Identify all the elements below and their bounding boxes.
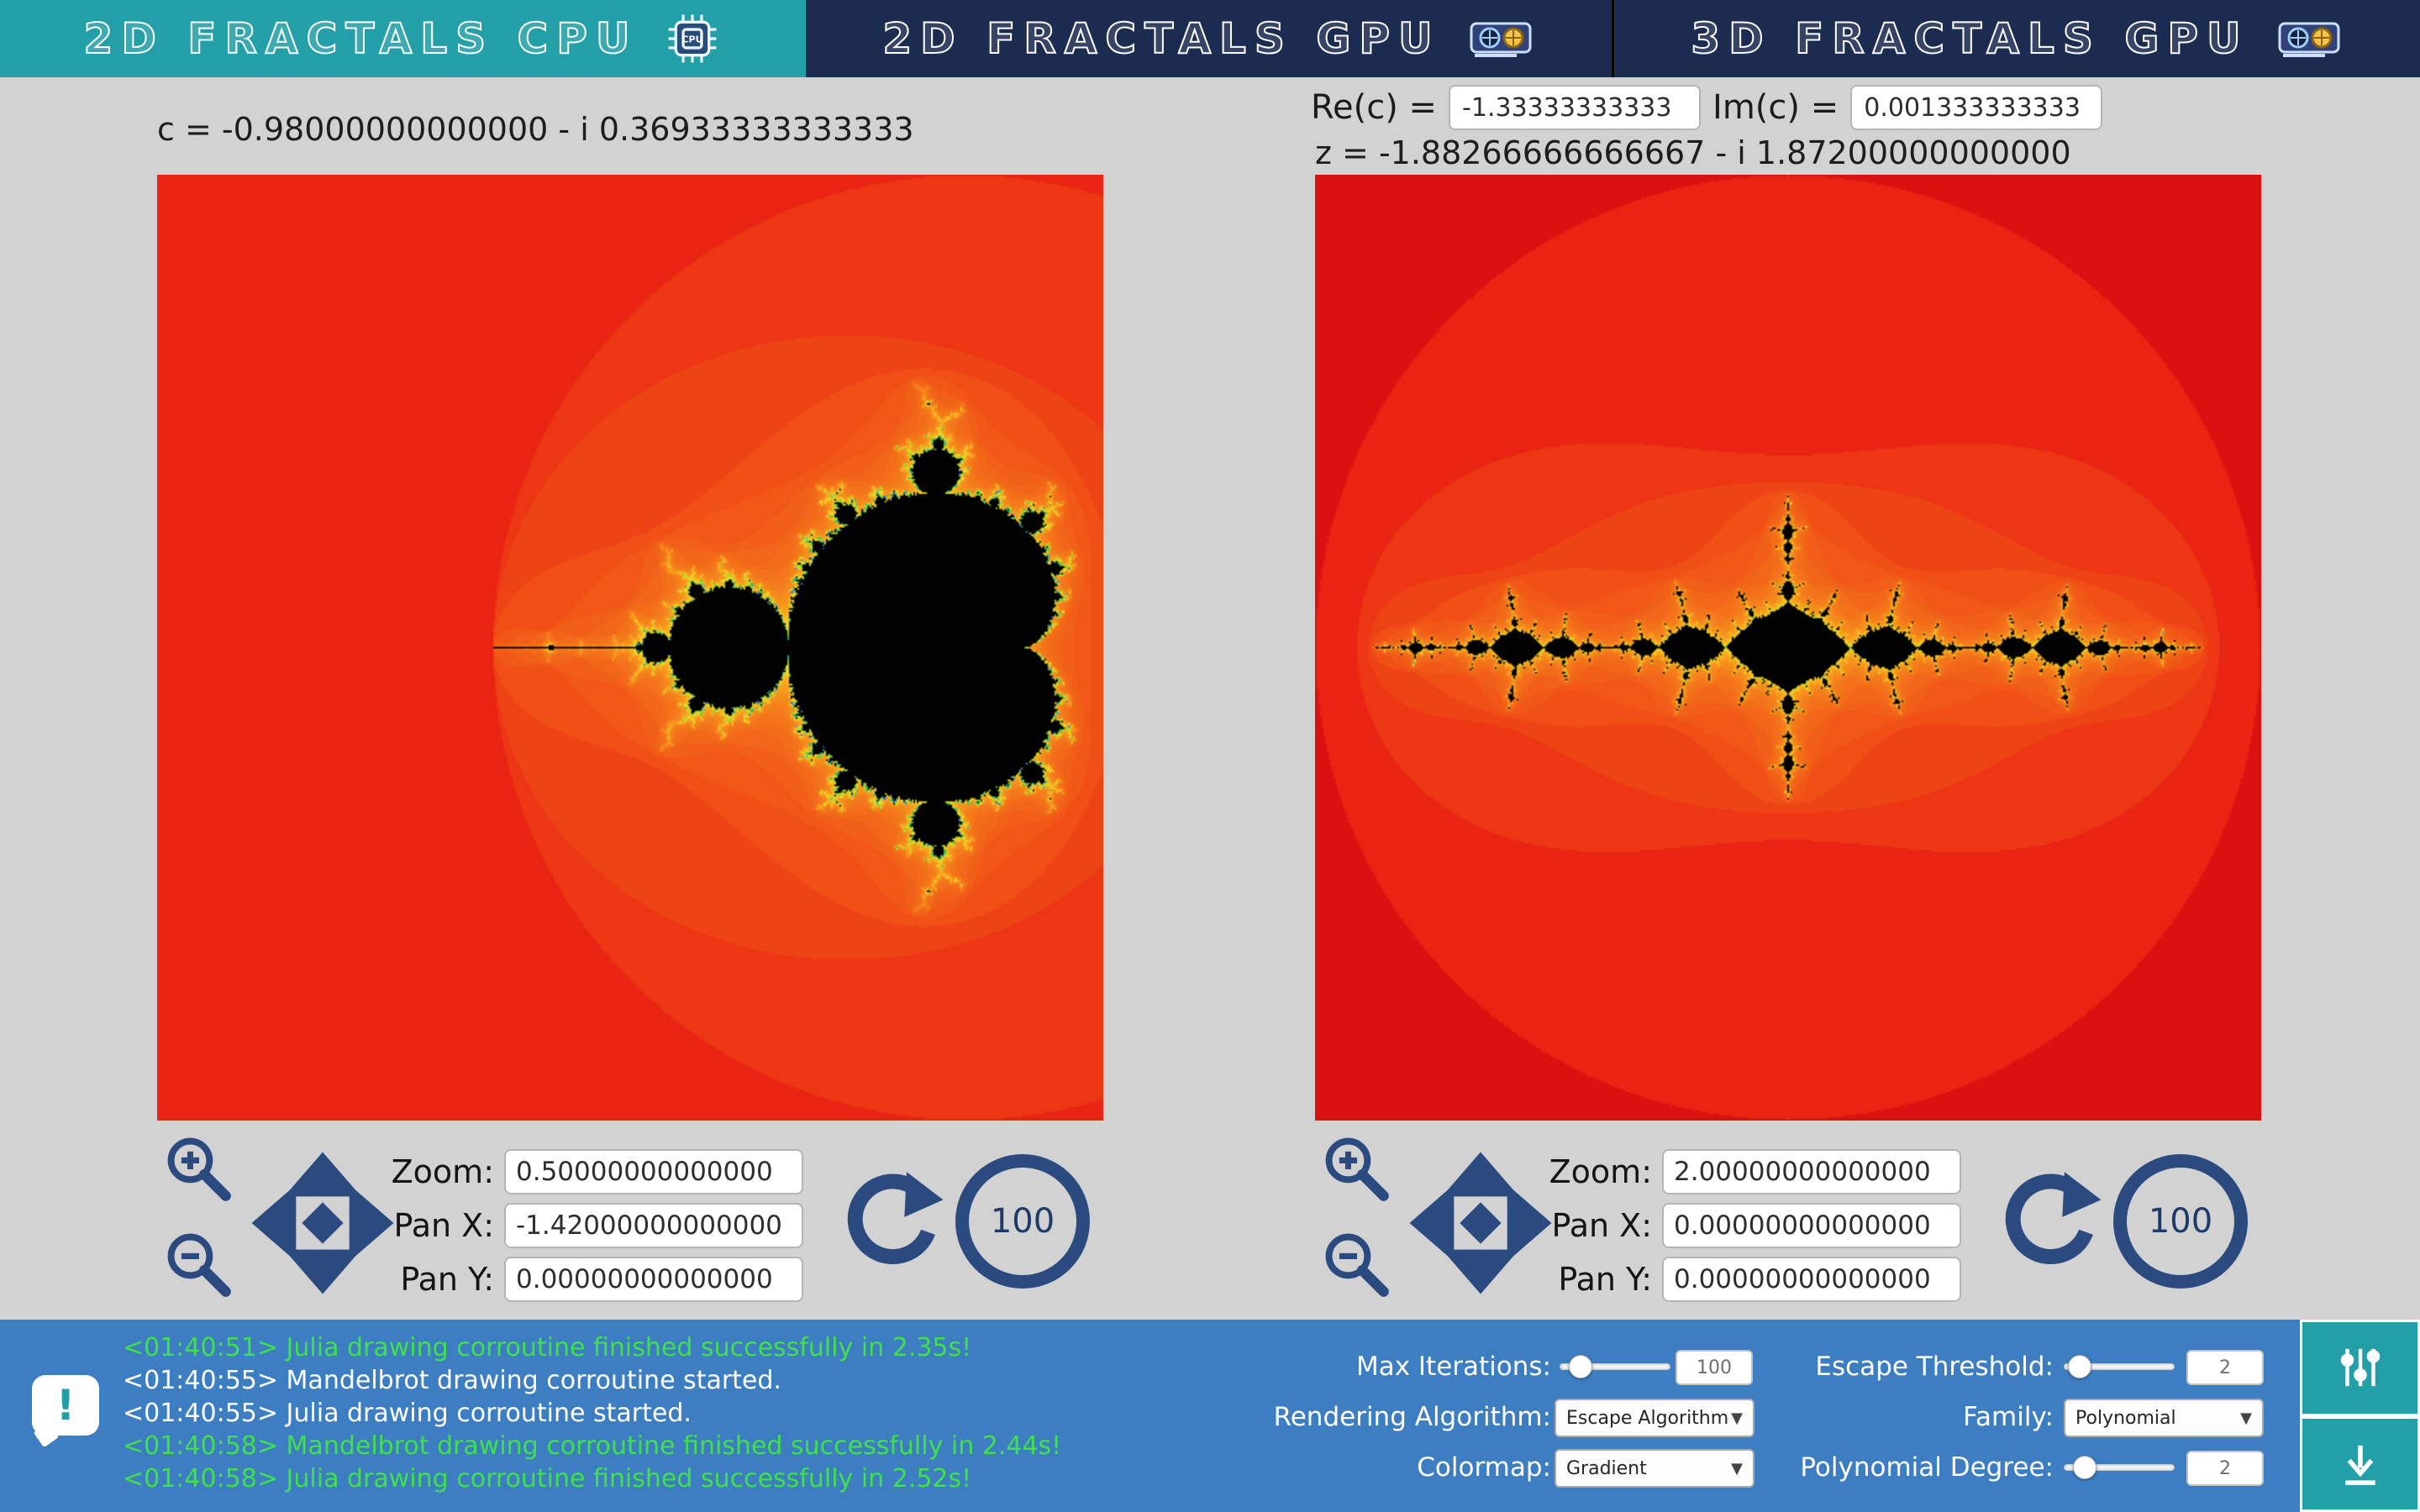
c-parameter-row: Re(c) = Im(c) = [1311, 84, 2103, 131]
im-c-input[interactable] [1850, 85, 2103, 130]
pan-x-row: Pan X: [336, 1203, 803, 1248]
pan-dpad-icon[interactable] [249, 1149, 397, 1297]
progress-value: 100 [2148, 1202, 2213, 1241]
console-log: <01:40:51> Julia drawing corroutine fini… [123, 1331, 1061, 1495]
settings-sliders-button[interactable] [2300, 1320, 2420, 1416]
cpu-icon: CPU [663, 9, 722, 68]
pan-y-input[interactable] [1662, 1257, 1961, 1302]
slider-thumb[interactable] [2072, 1456, 2096, 1479]
max-iterations-input[interactable] [1676, 1350, 1753, 1385]
tool-panel [2300, 1320, 2420, 1512]
tab-label: 2D FRACTALS CPU [83, 13, 639, 64]
pan-x-row: Pan X: [1494, 1203, 1961, 1248]
gpu-icon [2275, 15, 2344, 62]
log-line: <01:40:58> Mandelbrot drawing corroutine… [123, 1431, 1062, 1461]
z-coordinate-readout: z = -1.88266666666667 - i 1.872000000000… [1315, 134, 2071, 171]
polynomial-degree-label: Polynomial Degree: [1800, 1452, 2054, 1483]
tab-label: 3D FRACTALS GPU [1690, 13, 2249, 64]
pan-x-input[interactable] [504, 1203, 803, 1248]
selected-option: Escape Algorithm [1566, 1407, 1729, 1429]
im-c-label: Im(c) = [1712, 88, 1839, 127]
escape-threshold-input[interactable] [2186, 1350, 2264, 1385]
polynomial-degree-input[interactable] [2186, 1451, 2264, 1486]
tab-2d-fractals-gpu[interactable]: 2D FRACTALS GPU [806, 0, 1612, 77]
tab-divider [1612, 0, 1614, 77]
pan-dpad-icon[interactable] [1407, 1149, 1555, 1297]
rendering-algorithm-label: Rendering Algorithm: [1273, 1402, 1551, 1432]
zoom-label: Zoom: [1549, 1153, 1652, 1190]
slider-track [2064, 1464, 2175, 1471]
chevron-down-icon: ▼ [1731, 1409, 1743, 1427]
left-panel-controls: Zoom: Pan X: Pan Y: 100 [157, 1131, 1098, 1315]
zoom-label: Zoom: [391, 1153, 494, 1190]
zoom-out-icon[interactable] [162, 1228, 236, 1302]
progress-ring: 100 [955, 1154, 1090, 1289]
zoom-input[interactable] [1662, 1149, 1961, 1194]
pan-y-input[interactable] [504, 1257, 803, 1302]
re-c-input[interactable] [1449, 85, 1702, 130]
tab-bar: 2D FRACTALS CPU CPU 2D FRACTALS GPU [0, 0, 2420, 77]
log-line: <01:40:58> Julia drawing corroutine fini… [123, 1464, 972, 1494]
max-iterations-label: Max Iterations: [1355, 1352, 1551, 1382]
download-icon [2344, 1445, 2375, 1485]
slider-track [2064, 1363, 2175, 1370]
selected-option: Gradient [1566, 1457, 1647, 1479]
chevron-down-icon: ▼ [2240, 1409, 2252, 1427]
re-c-label: Re(c) = [1311, 88, 1438, 127]
escape-threshold-slider[interactable] [2064, 1355, 2175, 1378]
svg-text:CPU: CPU [682, 34, 703, 45]
zoom-row: Zoom: [1494, 1149, 1961, 1194]
mandelbrot-canvas[interactable] [157, 175, 1103, 1121]
progress-value: 100 [990, 1202, 1055, 1241]
pan-x-label: Pan X: [1551, 1207, 1653, 1244]
slider-thumb[interactable] [2068, 1355, 2092, 1378]
zoom-row: Zoom: [336, 1149, 803, 1194]
selected-option: Polynomial [2075, 1407, 2176, 1429]
log-line: <01:40:55> Julia drawing corroutine star… [123, 1399, 692, 1428]
family-select[interactable]: Polynomial ▼ [2064, 1399, 2264, 1437]
download-button[interactable] [2300, 1415, 2420, 1512]
log-line: <01:40:51> Julia drawing corroutine fini… [123, 1333, 972, 1362]
pan-y-row: Pan Y: [1494, 1257, 1961, 1302]
redraw-icon[interactable] [1996, 1168, 2103, 1275]
redraw-icon[interactable] [838, 1168, 945, 1275]
tab-label: 2D FRACTALS GPU [881, 13, 1441, 64]
rendering-algorithm-select[interactable]: Escape Algorithm ▼ [1555, 1399, 1754, 1437]
julia-canvas[interactable] [1315, 175, 2261, 1121]
pan-y-row: Pan Y: [336, 1257, 803, 1302]
julia-constant-readout: c = -0.98000000000000 - i 0.369333333333… [157, 111, 914, 148]
console-toggle-icon[interactable]: ! [32, 1375, 99, 1436]
pan-x-label: Pan X: [393, 1207, 495, 1244]
progress-ring: 100 [2113, 1154, 2248, 1289]
family-label: Family: [1963, 1402, 2054, 1432]
right-panel-controls: Zoom: Pan X: Pan Y: 100 [1315, 1131, 2256, 1315]
pan-y-label: Pan Y: [400, 1261, 494, 1298]
tab-3d-fractals-gpu[interactable]: 3D FRACTALS GPU [1614, 0, 2420, 77]
sliders-icon [2340, 1349, 2380, 1387]
escape-threshold-label: Escape Threshold: [1815, 1352, 2054, 1382]
pan-y-label: Pan Y: [1558, 1261, 1652, 1298]
slider-track [1560, 1363, 1670, 1370]
zoom-in-icon[interactable] [1320, 1132, 1394, 1206]
gpu-icon [1466, 15, 1535, 62]
zoom-out-icon[interactable] [1320, 1228, 1394, 1302]
zoom-input[interactable] [504, 1149, 803, 1194]
log-line: <01:40:55> Mandelbrot drawing corroutine… [123, 1366, 781, 1395]
chevron-down-icon: ▼ [1731, 1459, 1743, 1478]
zoom-in-icon[interactable] [162, 1132, 236, 1206]
status-bar: ! <01:40:51> Julia drawing corroutine fi… [0, 1320, 2420, 1512]
tab-2d-fractals-cpu[interactable]: 2D FRACTALS CPU CPU [0, 0, 806, 77]
max-iterations-slider[interactable] [1560, 1355, 1670, 1378]
polynomial-degree-slider[interactable] [2064, 1456, 2175, 1479]
pan-x-input[interactable] [1662, 1203, 1961, 1248]
slider-thumb[interactable] [1568, 1355, 1592, 1378]
colormap-select[interactable]: Gradient ▼ [1555, 1449, 1754, 1488]
colormap-label: Colormap: [1417, 1452, 1551, 1483]
